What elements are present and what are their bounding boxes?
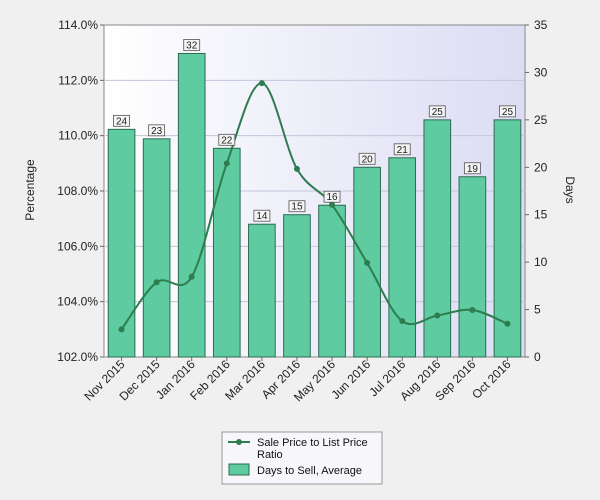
right-tick-label: 0	[534, 350, 541, 364]
right-tick-label: 25	[534, 113, 548, 127]
right-tick-label: 10	[534, 255, 548, 269]
left-tick-label: 102.0%	[57, 350, 98, 364]
legend-bar-swatch	[228, 463, 250, 476]
left-tick-label: 104.0%	[57, 295, 98, 309]
left-tick-label: 110.0%	[58, 129, 98, 143]
data-label-box	[253, 209, 271, 222]
data-label-box	[183, 39, 201, 51]
data-label-box	[288, 200, 306, 213]
right-axis-title: Days	[563, 176, 577, 203]
line-point	[258, 80, 265, 87]
bar	[248, 223, 276, 358]
right-tick-label: 30	[534, 65, 548, 79]
line-point	[153, 279, 160, 286]
line-point	[434, 312, 441, 319]
bar	[318, 204, 346, 358]
legend: Sale Price to List Price Ratio Days to S…	[221, 431, 383, 485]
data-label-box	[323, 190, 341, 203]
line-point	[504, 320, 511, 327]
right-tick-label: 5	[534, 303, 541, 317]
line-point	[188, 273, 195, 280]
line-series	[118, 80, 511, 333]
left-tick-label: 108.0%	[57, 184, 98, 198]
bar	[212, 147, 241, 358]
line-point	[223, 160, 230, 167]
bar	[388, 157, 417, 358]
data-label: 21	[397, 145, 409, 156]
x-tick-label: Oct 2016	[469, 357, 514, 402]
right-tick-label: 35	[534, 18, 548, 32]
right-tick-label: 20	[534, 160, 548, 174]
data-label: 22	[221, 135, 233, 146]
data-label: 25	[432, 107, 444, 118]
left-tick-label: 112.0%	[58, 73, 98, 87]
bar	[177, 52, 206, 358]
data-label-box	[428, 105, 446, 118]
x-tick-label: Jun 2016	[328, 357, 373, 402]
data-label-box	[393, 143, 411, 156]
data-label: 16	[326, 192, 338, 203]
data-label-box	[113, 114, 130, 127]
data-label-box	[218, 133, 236, 146]
bar	[142, 138, 171, 358]
data-label: 19	[467, 164, 479, 175]
legend-line-label-2: Ratio	[257, 449, 283, 461]
data-label-box	[499, 105, 516, 118]
line-point	[329, 201, 336, 208]
left-axis-title: Percentage	[23, 159, 37, 221]
left-tick-label: 114.0%	[58, 18, 98, 32]
data-label: 20	[362, 154, 374, 165]
bar	[107, 128, 136, 358]
legend-line-marker	[236, 439, 242, 445]
bar	[423, 119, 452, 358]
data-label-box	[148, 124, 166, 137]
data-label: 32	[186, 40, 198, 51]
line-point	[118, 326, 125, 333]
legend-bar-label: Days to Sell, Average	[257, 465, 362, 477]
data-label: 15	[291, 202, 303, 213]
right-tick-label: 15	[534, 208, 548, 222]
bar	[283, 214, 311, 358]
bar-data-labels: 24 23 32 22 14 15 16 20 21 25 19 25	[113, 39, 516, 222]
line-point	[293, 165, 300, 172]
legend-line-label-1: Sale Price to List Price	[257, 437, 368, 449]
gridlines	[104, 79, 525, 303]
line-point	[399, 318, 406, 325]
line-point	[364, 259, 371, 266]
data-label: 25	[502, 107, 514, 118]
bar	[458, 176, 487, 358]
right-axis: 0 5 10 15 20 25 30 35	[525, 18, 548, 364]
bar	[493, 119, 522, 358]
line-point	[469, 306, 476, 313]
left-tick-label: 106.0%	[57, 239, 98, 253]
data-label-box	[463, 162, 481, 175]
left-axis: 102.0% 104.0% 106.0% 108.0% 110.0% 112.0% 114.…	[57, 18, 104, 364]
data-label-box	[358, 152, 376, 165]
data-label: 24	[116, 116, 128, 127]
data-label: 14	[256, 211, 268, 222]
data-label: 23	[151, 126, 163, 137]
